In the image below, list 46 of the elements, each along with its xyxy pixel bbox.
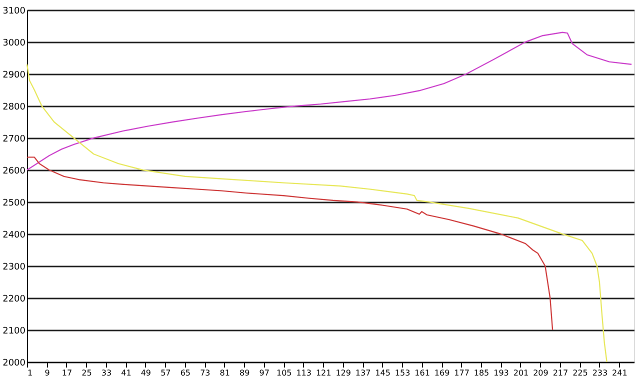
y-tick-label: 2200 [2, 294, 26, 304]
y-tick-label: 2400 [2, 230, 26, 240]
x-tick-label: 121 [316, 368, 332, 378]
x-tick-label: 49 [140, 368, 152, 378]
y-tick-label: 2900 [2, 70, 26, 80]
x-tick-label: 193 [494, 368, 509, 378]
x-tick-label: 105 [276, 368, 292, 378]
x-tick-label: 41 [121, 368, 132, 378]
x-tick-label: 185 [474, 368, 490, 378]
line-series [26, 64, 608, 363]
x-tick-label: 81 [220, 368, 230, 378]
x-tick-label: 65 [180, 368, 191, 378]
x-tick-label: 9 [44, 368, 50, 378]
y-tick-label: 2700 [2, 134, 26, 144]
y-tick-label: 3100 [2, 6, 26, 16]
y-tick-label: 2500 [2, 198, 26, 208]
y-tick-label: 2300 [2, 262, 26, 272]
x-tick-label: 97 [259, 368, 270, 378]
x-tick-label: 233 [592, 368, 608, 378]
x-tick-label: 161 [414, 368, 430, 378]
x-tick-label: 57 [160, 368, 171, 378]
x-tick-label: 169 [434, 368, 450, 378]
x-tick-label: 73 [200, 368, 210, 378]
y-tick-label: 2000 [2, 358, 26, 368]
x-tick-label: 1 [28, 368, 33, 378]
x-tick-label: 225 [572, 368, 588, 378]
y-tick-label: 2800 [2, 102, 26, 112]
x-tick-label: 17 [62, 368, 72, 378]
x-tick-label: 241 [612, 368, 628, 378]
x-tick-label: 113 [296, 368, 312, 378]
x-tick-label: 209 [533, 368, 548, 378]
line-series [26, 156, 554, 331]
x-tick-label: 33 [101, 368, 112, 378]
line-series [26, 32, 632, 171]
x-tick-label: 145 [375, 368, 390, 378]
x-tick-label: 201 [513, 368, 529, 378]
x-tick-label: 25 [82, 368, 92, 378]
x-tick-label: 217 [552, 368, 568, 378]
x-tick-label: 89 [240, 368, 250, 378]
x-tick-label: 177 [454, 368, 470, 378]
y-tick-label: 2600 [2, 166, 26, 176]
x-tick-label: 153 [394, 368, 410, 378]
x-tick-label: 129 [336, 368, 351, 378]
y-tick-label: 3000 [2, 38, 26, 48]
x-tick-label: 137 [355, 368, 371, 378]
y-tick-label: 2100 [2, 326, 26, 336]
